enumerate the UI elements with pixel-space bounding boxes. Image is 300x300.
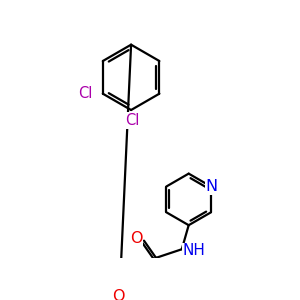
Text: Cl: Cl: [126, 113, 140, 128]
Text: O: O: [130, 231, 142, 246]
Text: NH: NH: [182, 244, 205, 259]
Text: Cl: Cl: [78, 86, 92, 101]
Text: N: N: [206, 179, 218, 194]
Text: O: O: [112, 289, 124, 300]
